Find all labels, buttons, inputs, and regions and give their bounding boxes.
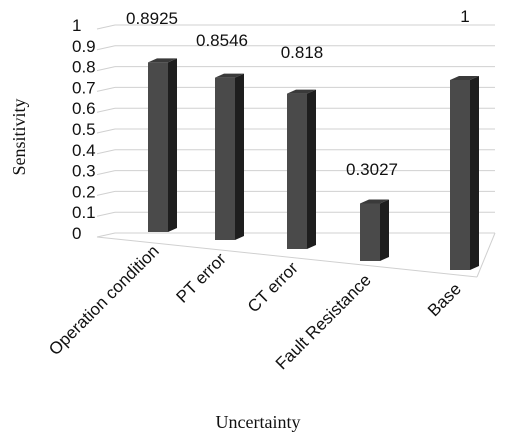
floor-front-edge bbox=[96, 236, 478, 278]
bar bbox=[148, 62, 168, 232]
bar-side bbox=[235, 73, 244, 240]
y-tick-label: 0.5 bbox=[72, 120, 96, 139]
x-category-label: Operation condition bbox=[45, 241, 163, 359]
data-label: 0.3027 bbox=[346, 160, 398, 179]
y-axis-ticks: 0 0.1 0.20.3 0.4 0.5 0.6 0.70.8 0.9 1 bbox=[72, 16, 96, 243]
gridline-side bbox=[96, 107, 116, 113]
data-labels: 0.8925 0.8546 0.818 0.3027 1 bbox=[126, 7, 470, 179]
gridline-side bbox=[96, 24, 116, 30]
bar-side bbox=[307, 89, 316, 249]
bar bbox=[450, 80, 470, 270]
gridline-side bbox=[96, 86, 116, 92]
bar-top bbox=[287, 89, 316, 94]
y-tick-label: 0.1 bbox=[72, 203, 96, 222]
bar-side bbox=[470, 76, 479, 270]
x-axis-title: Uncertainty bbox=[216, 412, 301, 432]
bar bbox=[287, 93, 307, 249]
bar-side bbox=[168, 58, 177, 232]
floor-right-edge bbox=[476, 232, 496, 278]
gridline-side bbox=[96, 232, 116, 238]
gridline-side bbox=[96, 190, 116, 196]
bar-top bbox=[450, 76, 479, 80]
data-label: 0.818 bbox=[281, 43, 324, 62]
y-tick-label: 1 bbox=[72, 16, 81, 35]
x-category-label: PT error bbox=[173, 249, 231, 307]
bar-top bbox=[360, 199, 389, 204]
data-label: 0.8546 bbox=[196, 31, 248, 50]
y-tick-label: 0.2 bbox=[72, 182, 96, 201]
y-tick-label: 0.9 bbox=[72, 37, 96, 56]
data-label: 0.8925 bbox=[126, 9, 178, 28]
y-tick-label: 0.3 bbox=[72, 162, 96, 181]
y-tick-label: 0.6 bbox=[72, 99, 96, 118]
gridline-side bbox=[96, 149, 116, 155]
bar bbox=[215, 77, 235, 240]
y-tick-label: 0 bbox=[72, 224, 81, 243]
y-tick-label: 0.8 bbox=[72, 58, 96, 77]
y-tick-label: 0.7 bbox=[72, 78, 96, 97]
data-label: 1 bbox=[460, 7, 469, 26]
gridline-side bbox=[96, 211, 116, 217]
gridline-side bbox=[96, 128, 116, 134]
gridline-side bbox=[96, 45, 116, 51]
gridline-side bbox=[96, 66, 116, 72]
bar bbox=[360, 203, 380, 261]
y-axis-title: Sensitivity bbox=[9, 98, 29, 175]
bar-top bbox=[148, 58, 177, 63]
gridline-side bbox=[96, 170, 116, 176]
category-labels: Operation condition PT error CT errorFault… bbox=[45, 241, 465, 373]
x-category-label: CT error bbox=[244, 258, 302, 316]
x-category-label: Base bbox=[424, 279, 465, 320]
bar-top bbox=[215, 73, 244, 78]
y-tick-label: 0.4 bbox=[72, 141, 96, 160]
bars bbox=[148, 58, 479, 270]
bar-side bbox=[380, 199, 389, 261]
